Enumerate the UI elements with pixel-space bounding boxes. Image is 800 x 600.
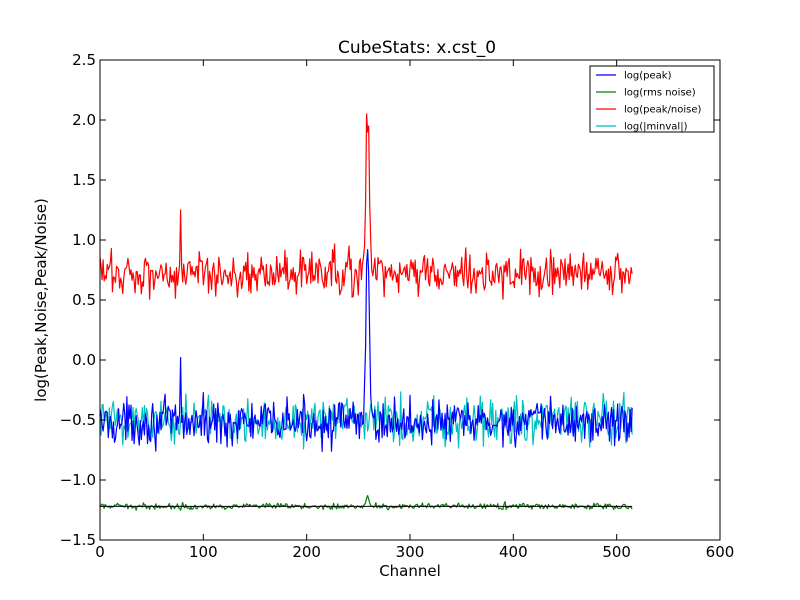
- y-tick-label: 1.0: [72, 231, 96, 249]
- x-tick-label: 100: [189, 543, 218, 561]
- x-tick-label: 300: [396, 543, 425, 561]
- y-tick-label: 1.5: [72, 171, 96, 189]
- series-line-1: [100, 249, 633, 453]
- legend-label: log(peak): [624, 71, 672, 82]
- x-tick-label: 500: [602, 543, 631, 561]
- x-tick-label: 400: [499, 543, 528, 561]
- y-tick-label: −1.5: [60, 531, 96, 549]
- x-tick-label: 600: [706, 543, 735, 561]
- x-tick-label: 200: [292, 543, 321, 561]
- series-line-2: [100, 495, 633, 511]
- legend: log(peak) log(rms noise) log(peak/noise) lo…: [589, 65, 715, 133]
- y-tick-label: 2.5: [72, 51, 96, 69]
- y-tick-label: −1.0: [60, 471, 96, 489]
- x-axis-label: Channel: [379, 562, 441, 580]
- y-axis-label: log(Peak,Noise,Peak/Noise): [32, 198, 50, 402]
- series-layer: [100, 113, 633, 511]
- chart-title: CubeStats: x.cst_0: [338, 38, 496, 58]
- legend-label: log(rms noise): [624, 88, 696, 99]
- x-axis: 0 100 200 300 400 500 600: [95, 60, 734, 561]
- series-line-3: [100, 113, 633, 300]
- legend-label: log(peak/noise): [624, 105, 702, 116]
- plot-area: [100, 113, 633, 511]
- y-tick-label: 2.0: [72, 111, 96, 129]
- y-tick-label: 0.0: [72, 351, 96, 369]
- legend-label: log(|minval|): [624, 122, 688, 133]
- y-axis: −1.5 −1.0 −0.5 0.0 0.5 1.0 1.5 2.0 2.5: [60, 51, 720, 549]
- legend-box: [589, 65, 715, 133]
- y-tick-label: 0.5: [72, 291, 96, 309]
- x-tick-label: 0: [95, 543, 105, 561]
- y-tick-label: −0.5: [60, 411, 96, 429]
